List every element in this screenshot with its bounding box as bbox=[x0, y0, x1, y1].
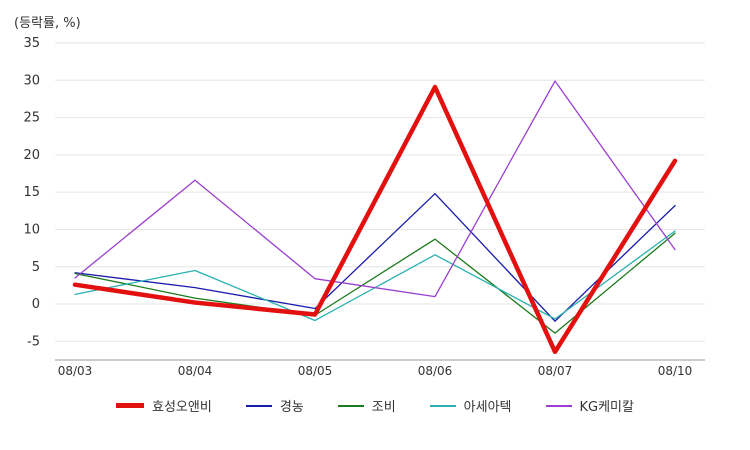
y-tick-label: -5 bbox=[27, 334, 40, 349]
legend-item: 아세아텍 bbox=[429, 396, 512, 415]
y-tick-label: 30 bbox=[23, 73, 40, 88]
y-tick-label: 25 bbox=[23, 111, 40, 126]
y-tick-label: 10 bbox=[23, 222, 40, 237]
series-line-1 bbox=[74, 193, 676, 322]
x-tick-label: 08/10 bbox=[658, 364, 693, 378]
legend-label: 조비 bbox=[371, 400, 396, 415]
x-tick-label: 08/05 bbox=[298, 364, 333, 378]
x-tick-label: 08/07 bbox=[538, 364, 573, 378]
legend-label: KG케미칼 bbox=[579, 400, 634, 415]
legend-item: 효성오앤비 bbox=[116, 396, 212, 415]
legend-label: 아세아텍 bbox=[463, 400, 512, 415]
y-axis-unit-label: (등락률, %) bbox=[14, 16, 81, 31]
legend-swatch bbox=[429, 404, 456, 407]
x-tick-label: 08/03 bbox=[58, 364, 93, 378]
x-tick-label: 08/06 bbox=[418, 364, 453, 378]
x-tick-label: 08/04 bbox=[178, 364, 213, 378]
y-tick-label: 5 bbox=[32, 260, 40, 275]
legend-label: 효성오앤비 bbox=[152, 400, 212, 415]
legend-item: 경농 bbox=[245, 396, 304, 415]
y-tick-label: 0 bbox=[32, 297, 40, 312]
legend-label: 경농 bbox=[279, 400, 304, 415]
series-line-0 bbox=[72, 84, 678, 355]
legend-swatch bbox=[337, 404, 364, 407]
series-line-4 bbox=[74, 80, 676, 298]
y-tick-label: 15 bbox=[23, 185, 40, 200]
legend-swatch bbox=[545, 404, 572, 407]
y-tick-label: 35 bbox=[23, 36, 40, 51]
legend-item: 조비 bbox=[337, 396, 396, 415]
legend-swatch bbox=[116, 403, 144, 408]
y-tick-label: 20 bbox=[23, 148, 40, 163]
chart-legend: 효성오앤비 경농 조비 아세아텍 KG케미칼 bbox=[0, 396, 750, 415]
legend-swatch bbox=[245, 404, 272, 407]
series-line-2 bbox=[74, 232, 676, 334]
legend-item: KG케미칼 bbox=[545, 396, 634, 415]
